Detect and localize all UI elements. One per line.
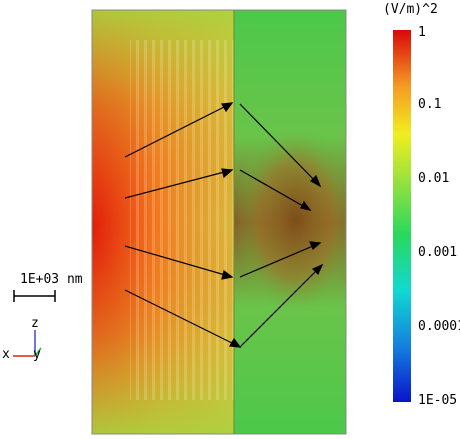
scale-bar-label: 1E+03 nm [20,272,83,287]
axis-z-label: z [31,316,39,331]
arrow-incident-4 [124,289,242,348]
colorbar-tick-2: 0.1 [418,97,441,112]
arrow-refracted-4 [239,263,324,348]
field-map [91,9,347,435]
axis-y-label: y [33,347,41,362]
scale-bar: 1E+03 nm [13,272,83,302]
axis-triad: z x y [2,316,42,362]
arrow-incident-3 [124,245,234,280]
ray-arrows [124,102,324,348]
colorbar-tick-6: 1E-05 [418,393,457,408]
colorbar-tick-1: 1 [418,25,426,40]
axis-x-label: x [2,347,10,362]
arrow-refracted-2 [239,169,312,211]
arrow-refracted-3 [239,241,322,278]
arrow-incident-1 [124,102,234,158]
arrow-incident-2 [124,168,234,199]
colorbar-tick-3: 0.01 [418,171,449,186]
colorbar-gradient [393,30,411,402]
colorbar-tick-4: 0.001 [418,245,457,260]
arrow-refracted-1 [239,103,322,188]
colorbar-unit: (V/m)^2 [383,2,438,17]
